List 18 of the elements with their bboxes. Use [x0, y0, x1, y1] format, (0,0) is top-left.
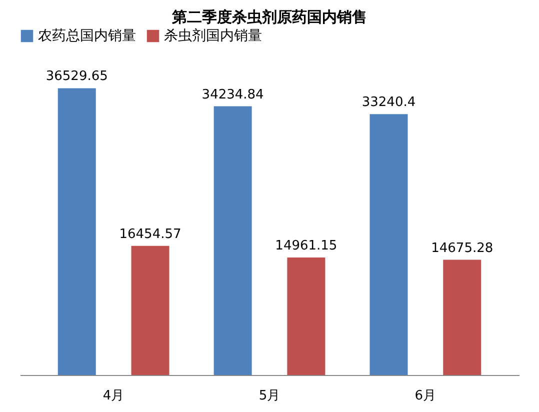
- bar: [443, 260, 482, 375]
- chart-title: 第二季度杀虫剂原药国内销售: [171, 8, 367, 26]
- data-label: 33240.4: [362, 95, 416, 110]
- data-label: 14961.15: [275, 238, 338, 254]
- bar: [58, 88, 96, 375]
- x-tick-label: 4月: [102, 388, 124, 404]
- legend-label: 农药总国内销量: [38, 28, 136, 44]
- bar: [131, 246, 170, 375]
- x-tick-label: 6月: [414, 388, 436, 404]
- data-label: 34234.84: [202, 87, 264, 102]
- data-label: 14675.28: [431, 240, 494, 256]
- x-tick-label: 5月: [258, 388, 280, 404]
- data-label: 36529.65: [46, 69, 108, 84]
- bar: [370, 114, 408, 375]
- bar: [287, 258, 326, 375]
- bar: [214, 106, 252, 375]
- data-label: 16454.57: [119, 226, 182, 242]
- legend-label: 杀虫剂国内销量: [164, 28, 262, 44]
